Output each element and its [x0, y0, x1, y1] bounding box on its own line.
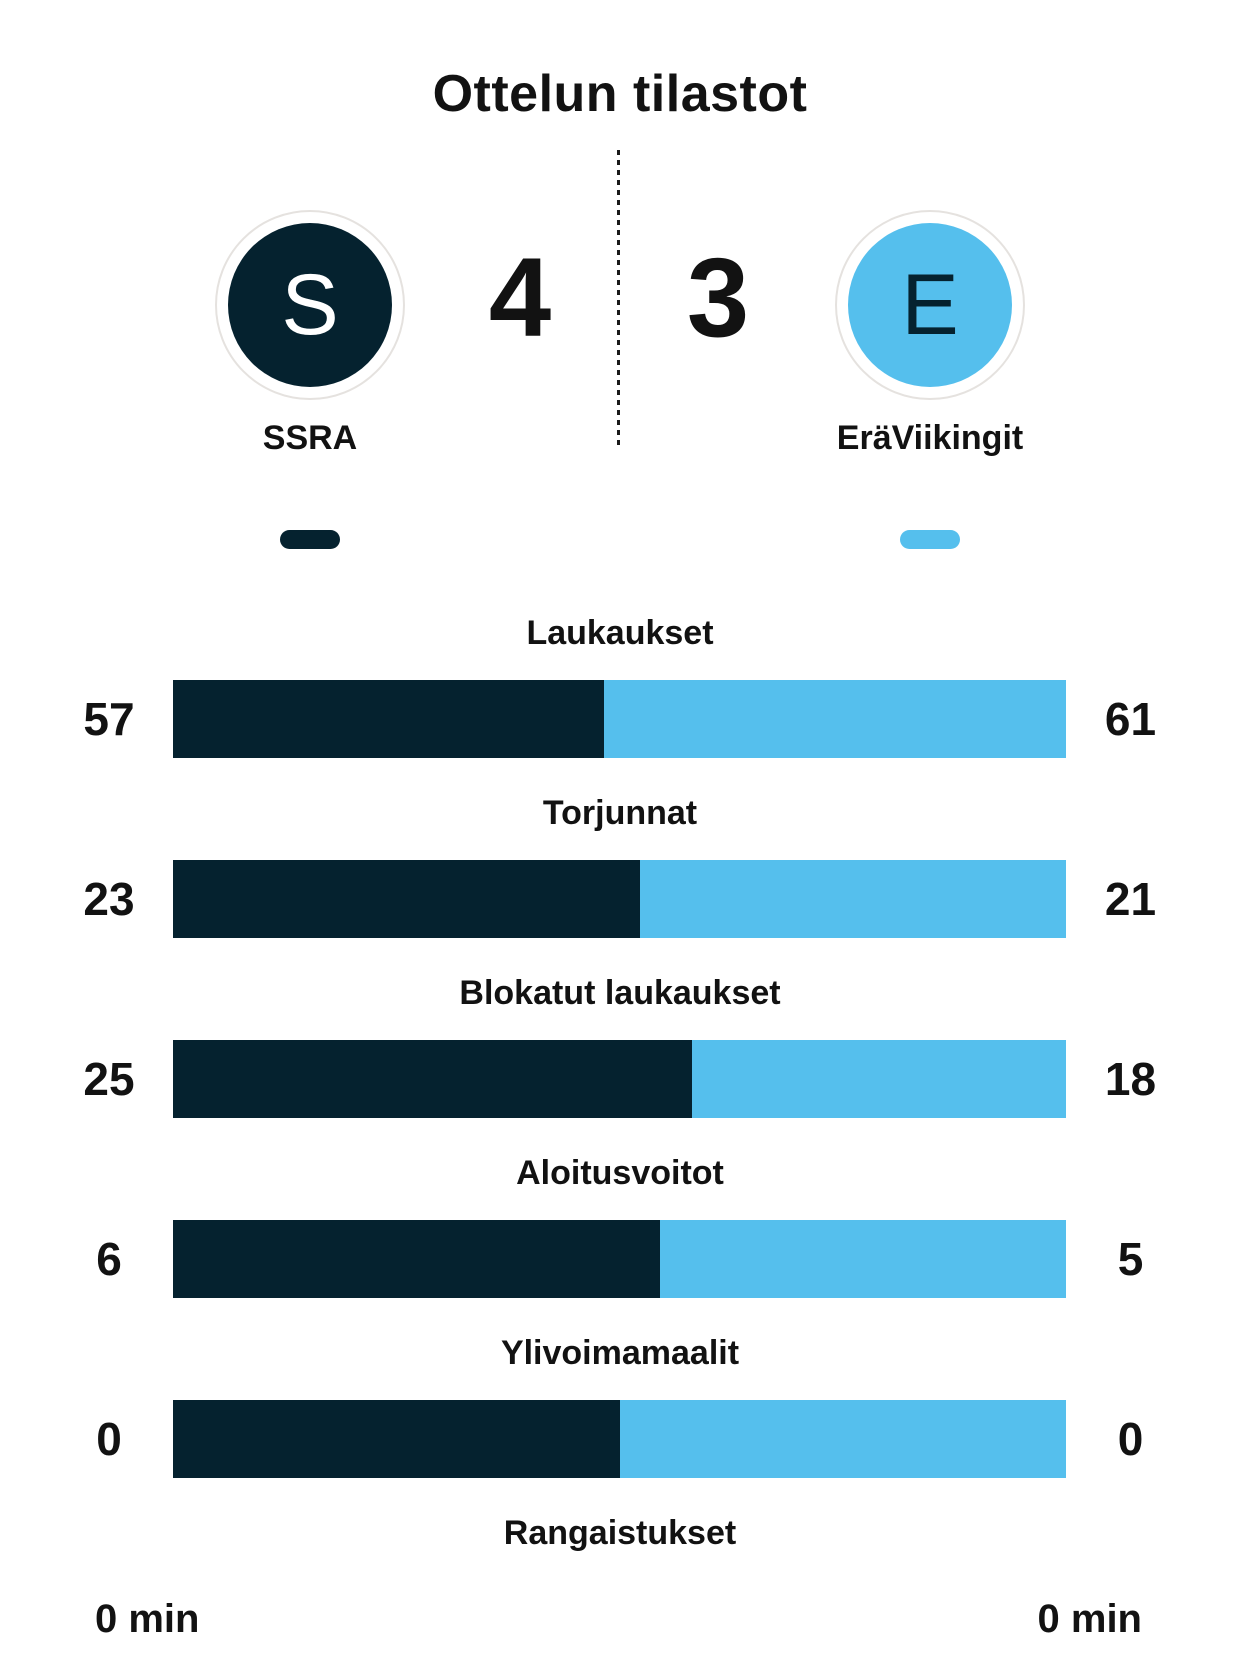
stat-bar — [173, 1040, 1066, 1118]
away-stat-value: 0 — [1117, 1413, 1144, 1465]
stat-bar-line: 0 min 0 min — [0, 1580, 1240, 1658]
stat-label: Torjunnat — [542, 794, 698, 832]
home-bar-segment — [173, 680, 605, 758]
page-title: Ottelun tilastot — [432, 65, 808, 123]
home-legend-swatch — [280, 530, 340, 549]
home-stat-value: 57 — [83, 693, 135, 745]
stat-row: Ylivoimamaalit 0 0 — [0, 1280, 1240, 1478]
away-bar-segment — [619, 1400, 1066, 1478]
stat-row: Aloitusvoitot 6 5 — [0, 1100, 1240, 1298]
stat-label: Laukaukset — [526, 614, 714, 652]
home-bar-segment — [173, 860, 640, 938]
match-header: S 4 3 E SSRA EräViikingit — [0, 126, 1240, 560]
away-stat-value: 21 — [1104, 873, 1157, 925]
away-bar-segment — [604, 680, 1066, 758]
home-bar-segment — [173, 1220, 661, 1298]
stat-bar-line: 57 61 — [0, 680, 1240, 758]
away-legend-swatch — [900, 530, 960, 549]
center-dotted-divider — [617, 150, 620, 446]
stat-bar — [173, 860, 1066, 938]
away-stat-value: 18 — [1104, 1053, 1157, 1105]
away-stat-value: 5 — [1117, 1233, 1144, 1285]
stat-label: Blokatut laukaukset — [459, 974, 781, 1012]
away-score: 3 — [686, 235, 750, 360]
away-stat-value: 61 — [1104, 693, 1157, 745]
home-stat-value: 25 — [83, 1053, 135, 1105]
stat-bar — [173, 680, 1066, 758]
stat-row: Torjunnat 23 21 — [0, 740, 1240, 938]
stat-label: Ylivoimamaalit — [500, 1334, 740, 1372]
stat-label: Rangaistukset — [503, 1514, 737, 1552]
home-stat-value: 23 — [83, 873, 135, 925]
stat-bar — [173, 1220, 1066, 1298]
stat-bar-line: 0 0 — [0, 1400, 1240, 1478]
home-stat-value: 0 — [96, 1413, 122, 1465]
home-team-name: SSRA — [262, 419, 358, 457]
home-bar-segment — [173, 1040, 693, 1118]
stat-row: Laukaukset 57 61 — [0, 560, 1240, 758]
away-bar-segment — [692, 1040, 1066, 1118]
stat-bar-line: 23 21 — [0, 860, 1240, 938]
stat-row: Blokatut laukaukset 25 18 — [0, 920, 1240, 1118]
stat-bar-line: 6 5 — [0, 1220, 1240, 1298]
home-stat-value: 0 min — [95, 1596, 200, 1641]
away-bar-segment — [660, 1220, 1066, 1298]
stats-list: Laukaukset 57 61 Torjunnat 23 21 Blokatu… — [0, 560, 1240, 1641]
stat-label: Aloitusvoitot — [516, 1154, 724, 1192]
away-team-initial: E — [848, 223, 1012, 387]
away-bar-segment — [639, 860, 1066, 938]
stat-row: Rangaistukset 0 min 0 min — [0, 1460, 1240, 1641]
stat-bar — [173, 1400, 1066, 1478]
home-bar-segment — [173, 1400, 620, 1478]
away-stat-value: 0 min — [1037, 1596, 1142, 1641]
home-team-initial: S — [228, 223, 392, 387]
stat-bar-line: 25 18 — [0, 1040, 1240, 1118]
home-stat-value: 6 — [96, 1233, 122, 1285]
away-team-name: EräViikingit — [836, 419, 1024, 457]
home-team-badge: S — [215, 210, 405, 400]
away-team-badge: E — [835, 210, 1025, 400]
home-score: 4 — [488, 235, 552, 360]
